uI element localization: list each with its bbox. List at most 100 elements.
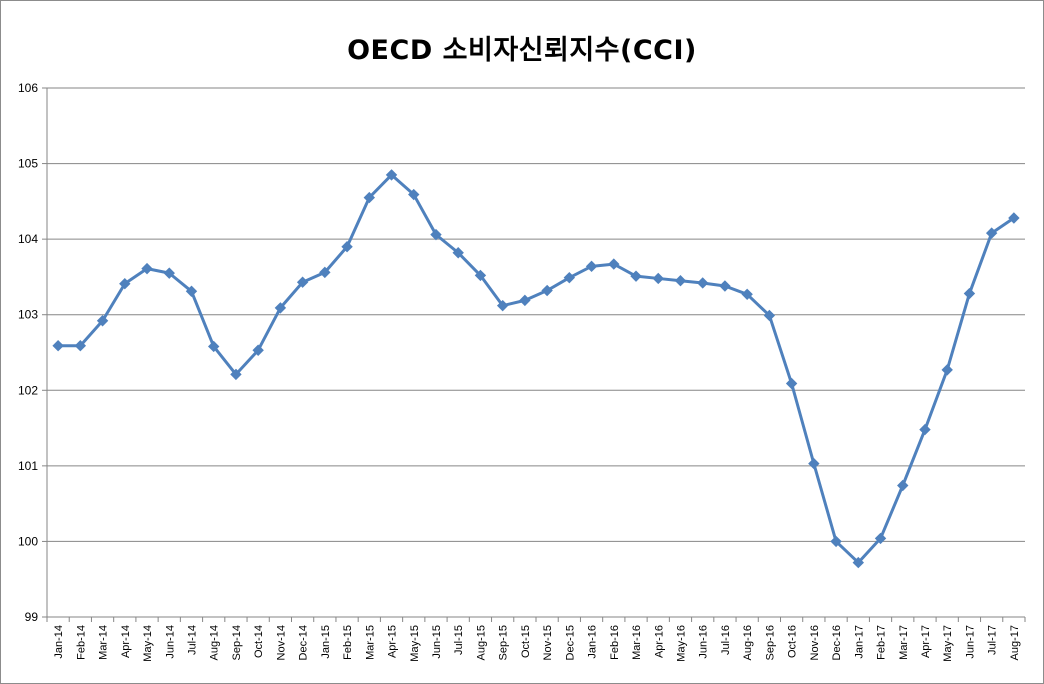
x-tick-label: Jul-17 (987, 625, 999, 655)
data-point-marker (874, 532, 887, 545)
x-tick-label: Aug-15 (475, 625, 487, 660)
data-point-marker (897, 479, 909, 492)
data-point-marker (630, 270, 642, 282)
x-tick-label: Aug-14 (209, 625, 221, 660)
data-point-marker (408, 188, 420, 201)
x-tick-label: Aug-16 (742, 625, 754, 660)
series-layer (52, 169, 1020, 569)
data-point-marker (830, 535, 842, 548)
data-point-marker (985, 227, 998, 239)
data-point-marker (296, 276, 309, 288)
data-point-marker (341, 240, 353, 253)
y-tick-label: 105 (18, 157, 38, 171)
y-tick-label: 101 (18, 459, 38, 473)
x-tick-label: Mar-17 (898, 625, 910, 660)
x-tick-label: Apr-17 (920, 625, 932, 658)
x-tick-label: Apr-14 (120, 625, 132, 658)
data-point-marker (785, 377, 798, 390)
data-point-marker (474, 269, 487, 282)
x-tick-label: Nov-14 (275, 625, 287, 660)
data-point-marker (519, 294, 531, 307)
data-point-marker (430, 228, 442, 241)
data-point-marker (185, 285, 198, 297)
data-point-marker (207, 340, 220, 353)
x-tick-label: Dec-14 (298, 625, 310, 660)
data-point-marker (496, 299, 509, 312)
x-tick-label: Jul-16 (720, 625, 732, 655)
x-tick-label: Jun-17 (964, 625, 976, 659)
x-tick-labels: Jan-14 Feb-14 Mar-14 Apr-14 May-14 Jun-14 Jul-… (53, 625, 1021, 662)
data-point-marker (230, 368, 242, 381)
y-tick-label: 102 (18, 383, 38, 397)
data-point-marker (274, 302, 287, 314)
data-point-marker (52, 339, 64, 352)
x-tick-label: Feb-15 (342, 625, 354, 660)
x-tick-label: Dec-15 (564, 625, 576, 660)
x-tick-label: Jan-14 (53, 625, 65, 659)
y-tick-label: 99 (25, 610, 39, 624)
data-point-marker (719, 280, 731, 292)
data-point-marker (808, 457, 820, 470)
x-tick-label: Sep-14 (231, 625, 243, 660)
x-tick-label: Jan-17 (853, 625, 865, 659)
data-point-marker (363, 191, 376, 204)
data-point-marker (941, 364, 953, 376)
data-point-marker (963, 287, 976, 300)
x-tick-label: Dec-16 (831, 625, 843, 660)
x-tick-label: Oct-16 (787, 625, 799, 658)
data-point-marker (563, 271, 576, 284)
chart-title: OECD 소비자신뢰지수(CCI) (347, 35, 697, 66)
y-tick-label: 106 (18, 81, 38, 95)
data-point-marker (763, 309, 776, 322)
x-tick-label: Jul-15 (453, 625, 465, 655)
data-point-marker (252, 344, 264, 356)
x-tick-label: Jan-16 (587, 625, 599, 659)
data-point-marker (163, 267, 175, 279)
x-tick-label: Feb-16 (609, 625, 621, 660)
data-point-marker (141, 262, 153, 275)
x-tick-label: Oct-15 (520, 625, 532, 658)
gridlines (47, 87, 1025, 618)
x-tick-label: Apr-16 (653, 625, 665, 658)
data-point-marker (541, 284, 553, 297)
x-tick-label: Aug-17 (1009, 625, 1021, 660)
x-tick-label: May-15 (409, 625, 421, 662)
x-tick-label: Oct-14 (253, 625, 265, 658)
x-tick-label: May-14 (142, 625, 154, 662)
data-point-marker (452, 247, 464, 259)
data-point-marker (74, 339, 87, 352)
y-tick-label: 104 (18, 232, 38, 246)
x-tick-label: May-17 (942, 625, 954, 662)
data-point-marker (319, 266, 331, 279)
x-tick-label: Jun-15 (431, 625, 443, 659)
x-tick-label: Nov-15 (542, 625, 554, 660)
series-line (56, 173, 1016, 565)
y-tick-label: 103 (18, 308, 38, 322)
data-point-marker (696, 277, 709, 289)
x-tick-label: Mar-15 (364, 625, 376, 660)
y-tick-labels: 99 100 101 102 103 104 105 106 (18, 81, 38, 624)
x-tick-label: Feb-17 (876, 625, 888, 660)
data-point-marker (652, 272, 664, 285)
data-point-marker (741, 288, 753, 301)
x-tick-label: Nov-16 (809, 625, 821, 660)
x-tick-label: Mar-16 (631, 625, 643, 660)
x-tick-label: Sep-16 (764, 625, 776, 660)
data-point-marker (919, 423, 931, 436)
data-point-marker (608, 258, 620, 270)
data-point-marker (96, 315, 109, 327)
x-tick-label: Feb-14 (75, 625, 87, 660)
x-tick-label: Jun-14 (164, 625, 176, 659)
axes (42, 87, 1026, 622)
y-tick-label: 100 (18, 534, 38, 548)
data-point-marker (674, 274, 687, 287)
data-point-marker (585, 260, 598, 273)
data-point-marker (1008, 212, 1020, 224)
x-tick-label: Mar-14 (98, 625, 110, 660)
x-tick-label: Apr-15 (387, 625, 399, 658)
x-tick-label: May-16 (675, 625, 687, 662)
data-point-marker (385, 169, 398, 181)
x-tick-label: Jan-15 (320, 625, 332, 659)
